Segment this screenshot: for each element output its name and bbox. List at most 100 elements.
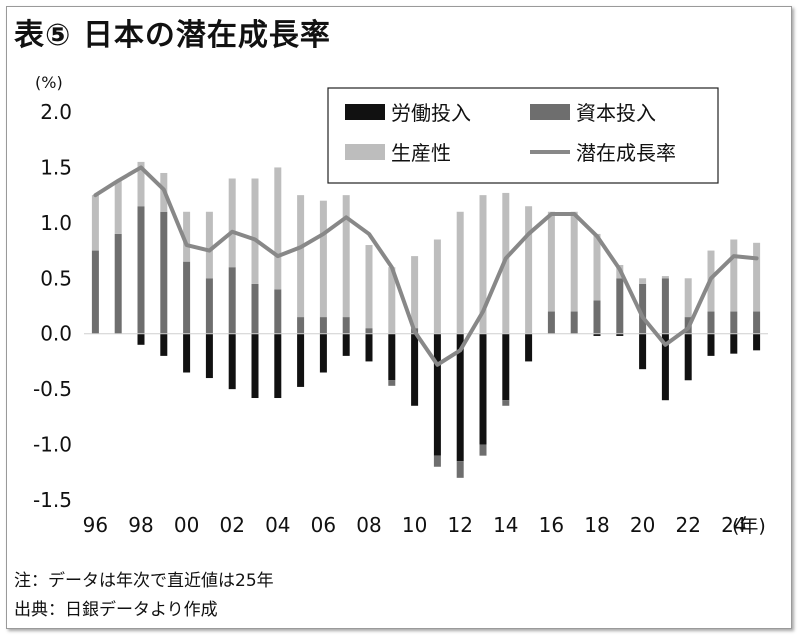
legend-box (327, 87, 719, 184)
x-tick-label: 18 (584, 513, 609, 537)
bar-productivity-2003 (251, 178, 259, 284)
legend-swatch-capital (530, 104, 570, 120)
bar-productivity-2001 (205, 211, 213, 279)
x-tick-label: 20 (630, 513, 655, 537)
bar-labor-2004 (274, 333, 282, 399)
bar-labor-2001 (205, 333, 213, 379)
bar-productivity-2004 (274, 167, 282, 290)
source-note: 出典：日銀データより作成 (14, 600, 218, 620)
x-tick-label: 06 (311, 513, 336, 537)
bar-labor-2013 (479, 333, 487, 445)
x-tick-label: 04 (265, 513, 290, 537)
x-unit-label: (年) (732, 515, 766, 537)
bar-capital-2024 (730, 311, 738, 334)
x-tick-label: 02 (219, 513, 244, 537)
bar-productivity-2002 (228, 178, 236, 268)
bar-productivity-2006 (319, 200, 327, 318)
bar-labor-2012 (456, 333, 464, 462)
bar-labor-2008 (365, 333, 373, 362)
x-tick-label: 22 (675, 513, 700, 537)
legend-swatch-labor (345, 104, 385, 120)
bar-labor-2014 (502, 333, 510, 401)
bar-capital-1996 (91, 250, 99, 334)
bar-labor-2019 (616, 333, 624, 336)
bar-productivity-2016 (547, 211, 555, 312)
y-tick-label: 1.0 (40, 211, 72, 235)
bar-labor-2003 (251, 333, 259, 399)
legend-label-potential: 潜在成長率 (576, 141, 676, 165)
figure-title: 表⑤ 日本の潜在成長率 (14, 18, 331, 53)
legend-label-labor: 労働投入 (391, 101, 471, 125)
y-tick-label: 0.0 (40, 322, 72, 346)
bar-labor-2007 (342, 333, 350, 356)
footnote: 注：データは年次で直近値は25年 (14, 571, 274, 591)
x-tick-label: 14 (493, 513, 518, 537)
bar-labor-2011 (433, 333, 441, 456)
legend-label-productivity: 生産性 (391, 141, 451, 165)
x-tick-label: 24 (721, 513, 746, 537)
bar-productivity-2010 (411, 256, 419, 329)
bar-productivity-2005 (297, 195, 305, 318)
bar-capital-2014 (502, 400, 510, 406)
bar-productivity-2015 (525, 206, 533, 334)
bar-capital-2019 (616, 278, 624, 334)
bar-capital-2011 (433, 455, 441, 467)
bar-productivity-2008 (365, 245, 373, 329)
y-tick-label: -1.0 (33, 433, 72, 457)
bar-capital-1997 (114, 233, 122, 334)
bar-capital-2016 (547, 311, 555, 334)
bar-productivity-2018 (593, 233, 601, 301)
y-tick-label: 1.5 (40, 155, 72, 179)
legend-label-capital: 資本投入 (576, 101, 656, 125)
bar-labor-2022 (684, 333, 692, 381)
bar-labor-2021 (661, 333, 669, 401)
bar-capital-2012 (456, 461, 464, 478)
y-tick-label: -1.5 (33, 488, 72, 512)
bar-capital-2005 (297, 317, 305, 334)
y-tick-label: 2.0 (40, 100, 72, 124)
bar-labor-2025 (753, 333, 761, 351)
bar-productivity-2020 (639, 278, 647, 284)
bar-productivity-1998 (137, 161, 145, 207)
x-tick-label: 00 (174, 513, 199, 537)
y-tick-label: -0.5 (33, 377, 72, 401)
bar-productivity-2013 (479, 195, 487, 334)
legend: 労働投入 資本投入 生産性 潜在成長率 (327, 87, 719, 184)
x-tick-label: 16 (539, 513, 564, 537)
bar-labor-2009 (388, 333, 396, 381)
bar-labor-1999 (160, 333, 168, 356)
legend-swatch-productivity (345, 144, 385, 160)
bar-labor-2010 (411, 333, 419, 406)
y-unit-label: (%) (35, 73, 63, 92)
bar-labor-2018 (593, 333, 601, 336)
bar-capital-2004 (274, 289, 282, 334)
bar-productivity-1997 (114, 180, 122, 234)
bar-capital-2001 (205, 278, 213, 334)
bar-productivity-2017 (570, 211, 578, 312)
bar-labor-2023 (707, 333, 715, 356)
bar-labor-2015 (525, 333, 533, 362)
bar-capital-1998 (137, 206, 145, 334)
bar-capital-2006 (319, 317, 327, 334)
x-tick-label: 12 (447, 513, 472, 537)
bar-labor-1998 (137, 333, 145, 345)
bar-capital-2017 (570, 311, 578, 334)
series-line-potential (93, 165, 759, 367)
bar-labor-2006 (319, 333, 327, 373)
bar-capital-2008 (365, 328, 373, 334)
bar-productivity-2025 (753, 242, 761, 312)
bar-capital-2009 (388, 380, 396, 386)
bar-productivity-2021 (661, 276, 669, 279)
bar-productivity-2007 (342, 195, 350, 318)
x-tick-label: 10 (402, 513, 427, 537)
bar-capital-2007 (342, 317, 350, 334)
bar-capital-1999 (160, 211, 168, 334)
bar-labor-2024 (730, 333, 738, 354)
y-tick-label: 0.5 (40, 266, 72, 290)
bar-productivity-1996 (91, 195, 99, 251)
bar-productivity-2022 (684, 278, 692, 318)
bar-labor-2020 (639, 333, 647, 370)
bar-capital-2013 (479, 444, 487, 456)
bar-productivity-2009 (388, 267, 396, 334)
